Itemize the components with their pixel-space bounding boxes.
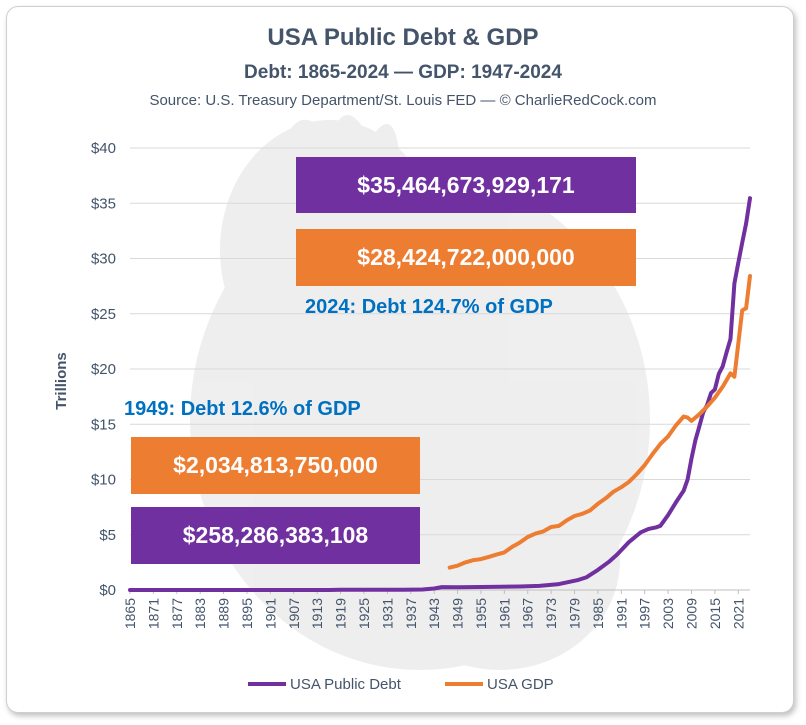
y-tick-label: $5	[99, 527, 116, 544]
series-lines	[128, 196, 752, 592]
x-tick-label: 1871	[145, 598, 161, 629]
x-tick-label: 1931	[379, 598, 395, 629]
legend-label: USA Public Debt	[290, 676, 402, 693]
y-tick-label: $0	[99, 582, 116, 599]
chart-frame	[6, 6, 794, 713]
usa-public-debt-line	[128, 196, 752, 592]
x-tick-label: 1949	[450, 598, 466, 629]
legend-label: USA GDP	[487, 676, 554, 693]
x-tick-label: 1991	[613, 598, 629, 629]
y-tick-label: $10	[91, 472, 116, 489]
x-tick-label: 1901	[262, 598, 278, 629]
gdp-1949-box: $2,034,813,750,000	[131, 437, 420, 494]
chart-subtitle: Debt: 1865-2024 — GDP: 1947-2024	[244, 62, 562, 83]
debt-1949-box: $258,286,383,108	[131, 507, 420, 564]
x-tick-label: 2009	[684, 598, 700, 629]
y-tick-label: $15	[91, 416, 116, 433]
y-tick-label: $30	[91, 251, 116, 268]
x-tick-label: 2003	[660, 598, 676, 629]
gdp-2024-box: $28,424,722,000,000	[296, 229, 636, 286]
y-axis-label: Trillions	[53, 352, 70, 410]
x-tick-label: 1979	[567, 598, 583, 629]
y-tick-label: $20	[91, 361, 116, 378]
chart-source: Source: U.S. Treasury Department/St. Lou…	[149, 92, 657, 109]
x-tick-label: 1997	[637, 598, 653, 629]
ratio-1949-annotation: 1949: Debt 12.6% of GDP	[124, 398, 361, 420]
x-axis-ticks: 1865 1871 1877 1883 1889 1895 1901 1907 1913 1919…	[122, 590, 746, 629]
x-tick-label: 1907	[286, 598, 302, 629]
chart-title: USA Public Debt & GDP	[267, 24, 539, 51]
x-tick-label: 2015	[707, 598, 723, 629]
x-tick-label: 1967	[520, 598, 536, 629]
x-tick-label: 1961	[496, 598, 512, 629]
x-tick-label: 1877	[169, 598, 185, 629]
x-tick-label: 1925	[356, 598, 372, 629]
x-tick-label: 1943	[426, 598, 442, 629]
x-tick-label: 1919	[333, 598, 349, 629]
x-tick-label: 1889	[216, 598, 232, 629]
x-tick-label: 1895	[239, 598, 255, 629]
x-tick-label: 1865	[122, 598, 138, 629]
x-tick-label: 1883	[192, 598, 208, 629]
x-tick-label: 1985	[590, 598, 606, 629]
x-tick-label: 2021	[730, 598, 746, 629]
x-tick-label: 1955	[473, 598, 489, 629]
legend: USA Public Debt USA GDP	[248, 676, 554, 693]
y-tick-label: $25	[91, 306, 116, 323]
y-tick-label: $40	[91, 140, 116, 157]
usa-gdp-line	[447, 274, 752, 570]
ratio-2024-annotation: 2024: Debt 124.7% of GDP	[305, 296, 553, 318]
y-axis-ticks: $0 $5 $10 $15 $20 $25 $30 $35 $40	[91, 140, 116, 599]
y-tick-label: $35	[91, 195, 116, 212]
x-tick-label: 1913	[309, 598, 325, 629]
debt-2024-box: $35,464,673,929,171	[296, 157, 636, 213]
x-tick-label: 1973	[543, 598, 559, 629]
x-tick-label: 1937	[403, 598, 419, 629]
